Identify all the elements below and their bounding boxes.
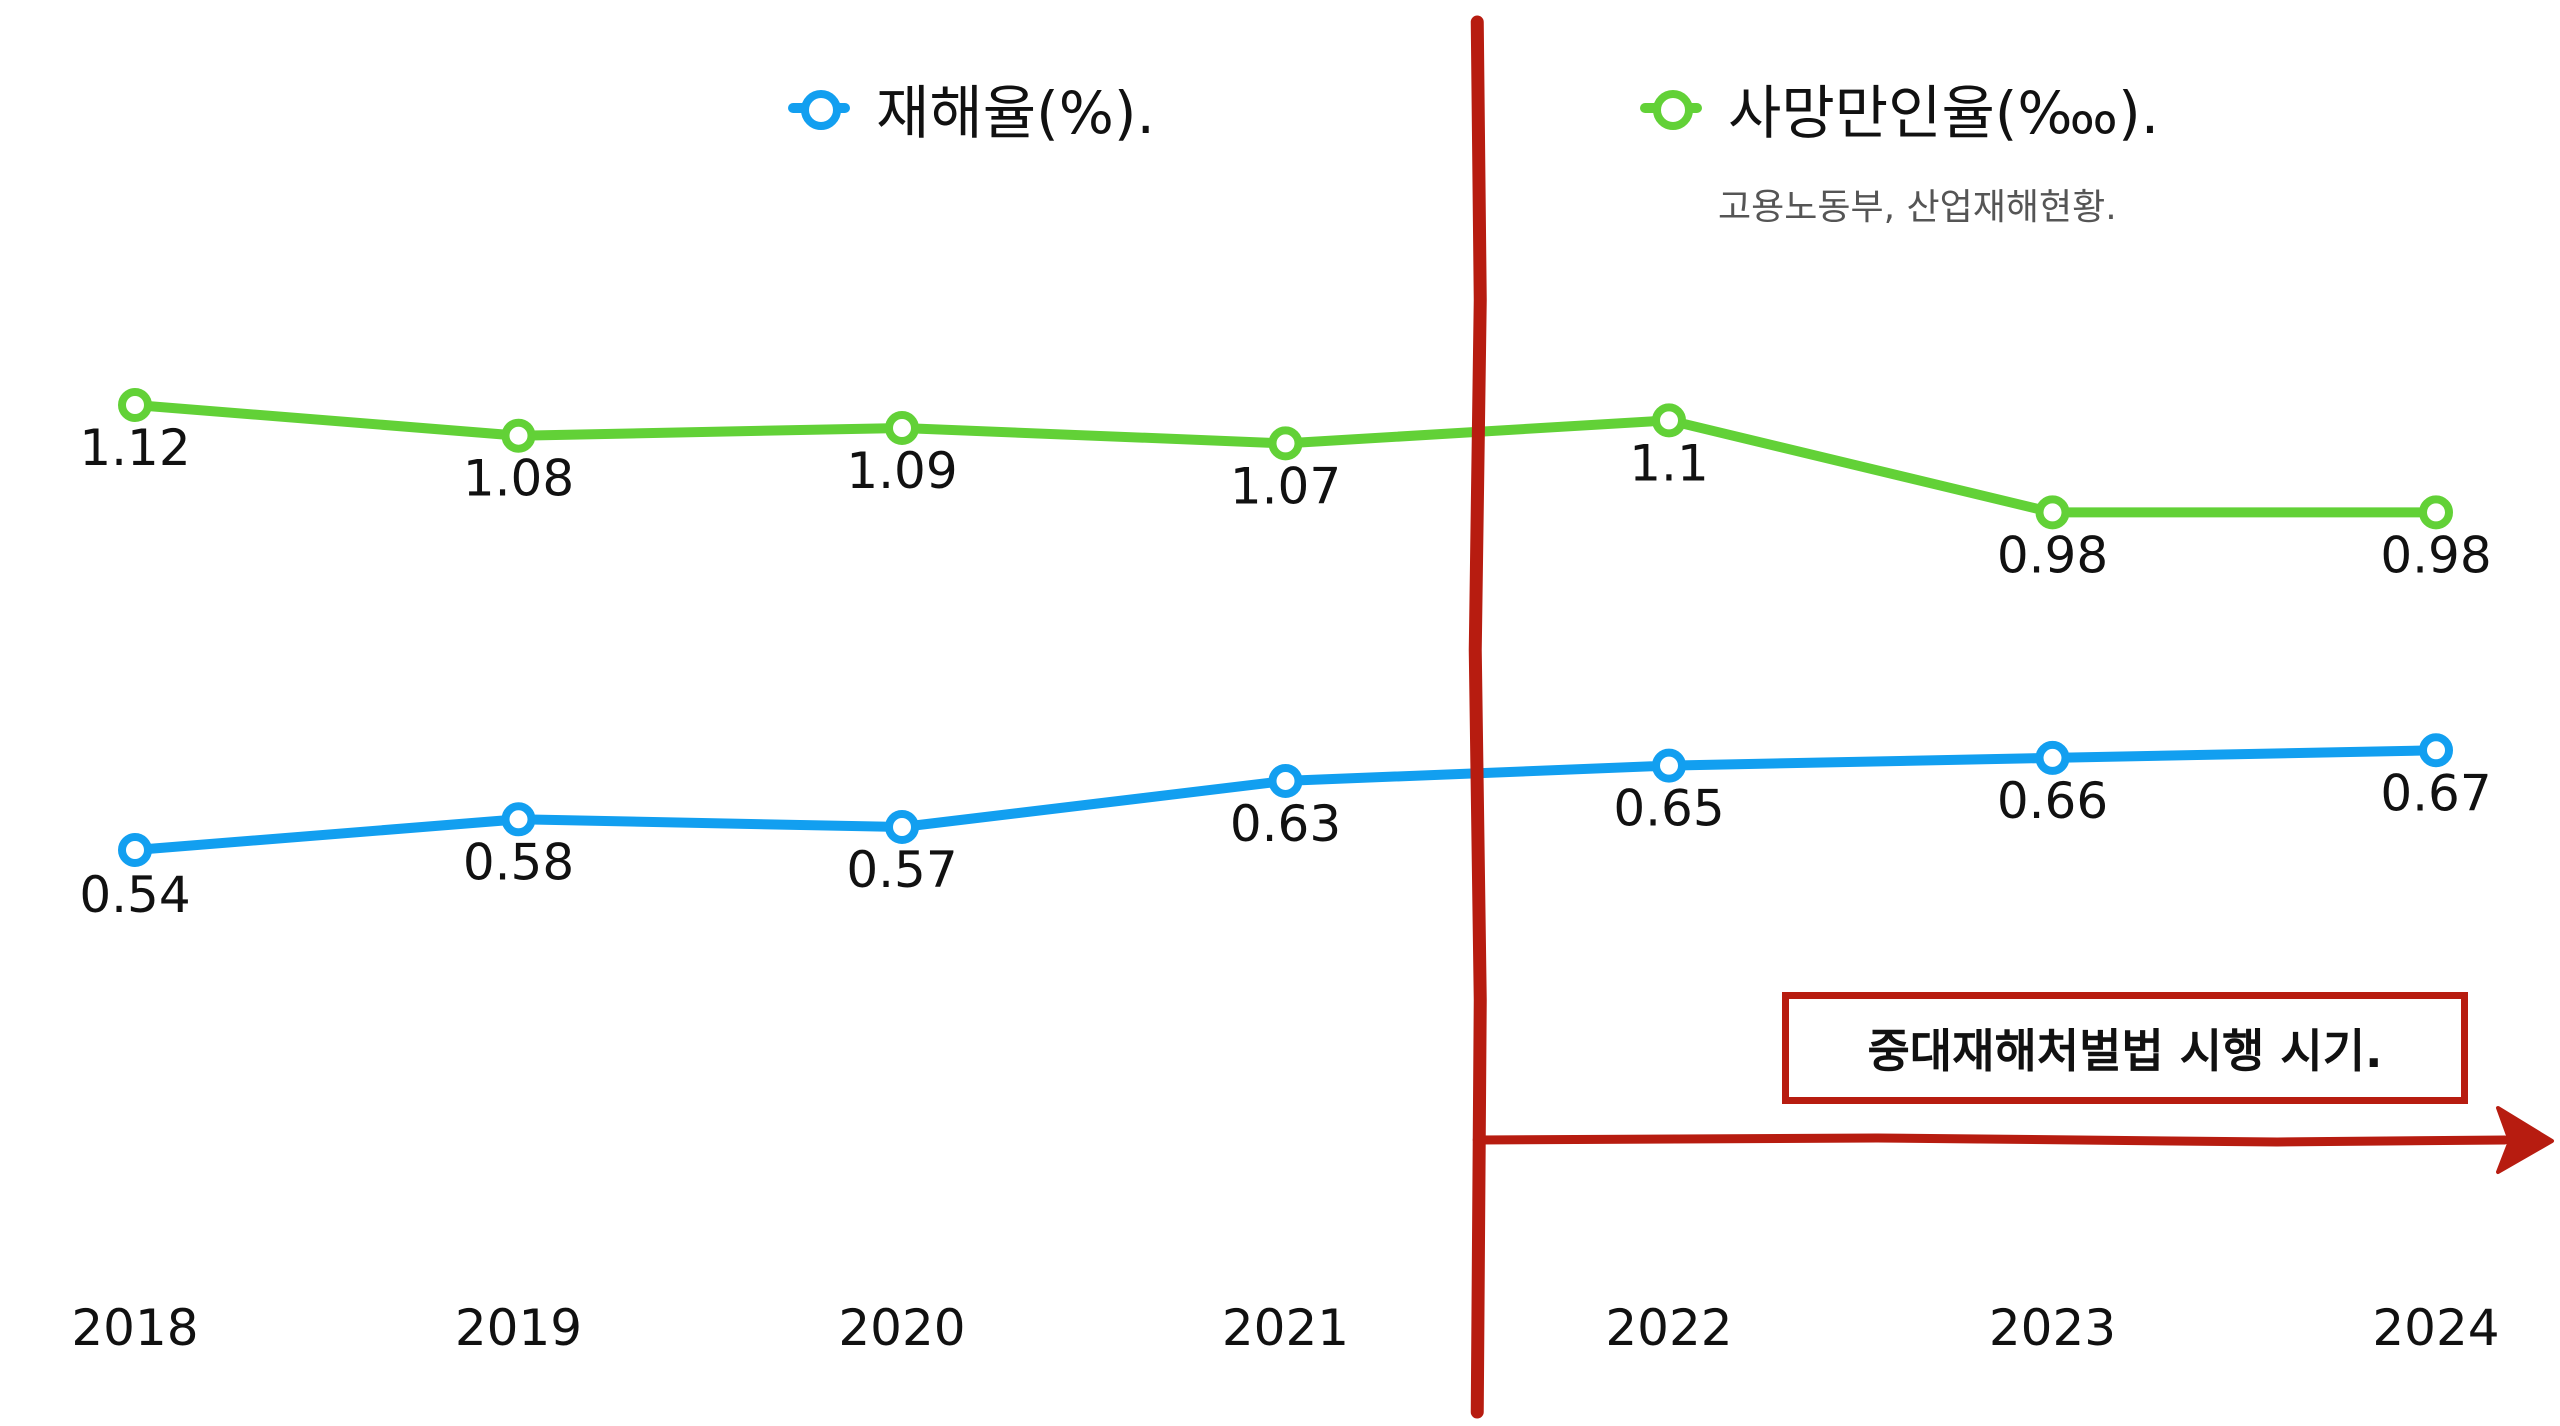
data-label: 0.66	[1997, 772, 2108, 830]
policy-divider	[1468, 15, 2554, 1419]
data-point	[2419, 733, 2453, 768]
data-label: 0.67	[2380, 764, 2491, 822]
data-point	[1268, 763, 1303, 798]
legend-marker-icon	[1640, 88, 1702, 130]
data-point	[2035, 740, 2070, 775]
data-label: 0.65	[1613, 780, 1724, 838]
policy-annotation-text: 중대재해처벌법 시행 시기.	[1867, 1024, 2383, 1078]
data-point	[1652, 748, 1686, 783]
points-layer	[118, 388, 2453, 867]
data-label: 0.54	[79, 866, 190, 924]
data-label: 1.1	[1629, 434, 1709, 492]
x-tick-label: 2020	[838, 1299, 965, 1357]
data-point	[501, 418, 536, 453]
source-note: 고용노동부, 산업재해현황.	[1718, 187, 2117, 228]
arrow-line	[1472, 1133, 2510, 1147]
legend-item-accident-rate: 재해율(%).	[788, 58, 1155, 158]
data-point	[885, 809, 919, 844]
data-label: 1.09	[846, 442, 957, 500]
legend-marker-icon	[788, 88, 850, 130]
data-label: 0.57	[846, 841, 957, 899]
data-label: 0.98	[2380, 526, 2491, 584]
data-point	[2419, 495, 2453, 530]
legend-label-fatality-rate: 사망만인율(‱).	[1728, 79, 2160, 147]
data-point	[118, 388, 152, 422]
data-point	[885, 411, 919, 446]
divider-line	[1468, 15, 1487, 1419]
data-point	[1268, 426, 1303, 461]
x-tick-label: 2024	[2372, 1299, 2499, 1357]
data-label: 1.08	[463, 450, 574, 508]
data-label: 0.98	[1997, 526, 2108, 584]
arrow-head-icon	[2496, 1106, 2554, 1174]
x-tick-label: 2019	[455, 1299, 582, 1357]
data-label: 1.07	[1230, 457, 1341, 515]
labels-layer: 0.54 0.58 0.57 0.63 0.65 0.66 0.67 1.12 1.08 1.09…	[79, 419, 2491, 924]
data-point	[2035, 495, 2070, 530]
x-tick-label: 2018	[71, 1299, 198, 1357]
data-label: 0.58	[463, 833, 574, 891]
data-label: 1.12	[79, 419, 190, 477]
legend-label-accident-rate: 재해율(%).	[876, 79, 1155, 147]
x-tick-label: 2022	[1605, 1299, 1732, 1357]
data-label: 0.63	[1230, 795, 1341, 853]
data-point	[501, 802, 536, 837]
data-point	[1652, 403, 1686, 438]
data-point	[118, 833, 152, 867]
x-tick-label: 2021	[1222, 1299, 1349, 1357]
legend-item-fatality-rate: 사망만인율(‱).	[1640, 58, 2159, 158]
policy-annotation-box: 중대재해처벌법 시행 시기.	[1782, 992, 2468, 1104]
x-tick-label: 2023	[1989, 1299, 2116, 1357]
x-axis: 2018 2019 2020 2021 2022 2023 2024	[71, 1299, 2499, 1357]
